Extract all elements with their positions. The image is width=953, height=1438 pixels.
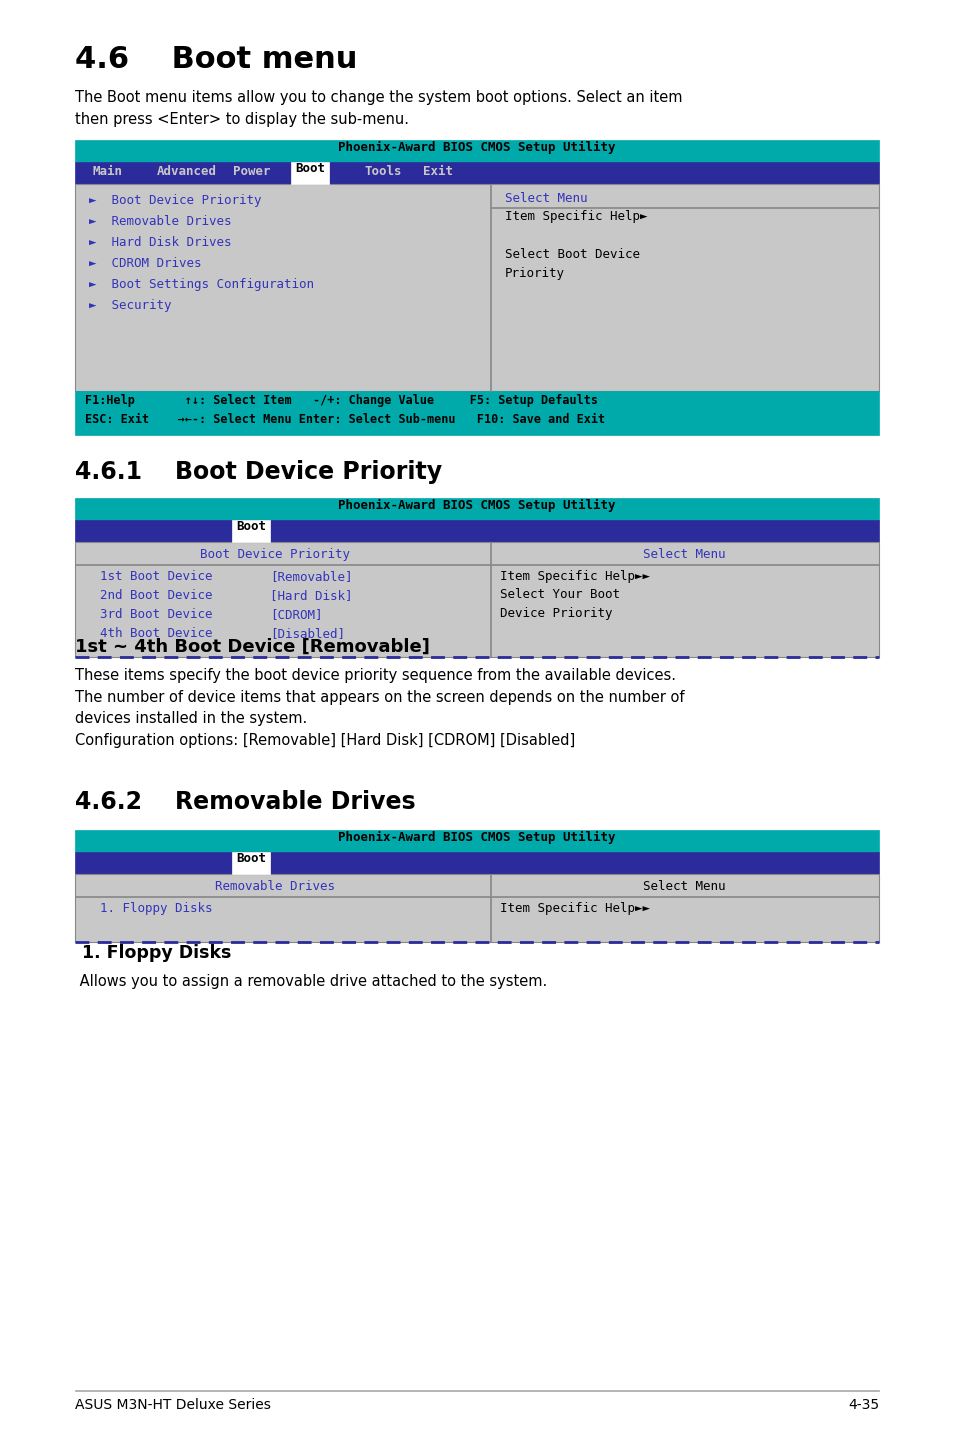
Text: [Removable]: [Removable] [270,569,352,582]
Text: ►  CDROM Drives: ► CDROM Drives [89,257,201,270]
Bar [75,498,878,521]
Bar [75,830,878,851]
Text: [CDROM]: [CDROM] [270,608,322,621]
Text: [Disabled]: [Disabled] [270,627,345,640]
Text: 1st Boot Device: 1st Boot Device [100,569,213,582]
Text: Boot Device Priority: Boot Device Priority [200,548,350,561]
Text: ►  Security: ► Security [89,299,172,312]
Text: Item Specific Help►►: Item Specific Help►► [499,902,649,915]
Text: Select Menu: Select Menu [504,193,587,206]
Text: Phoenix-Award BIOS CMOS Setup Utility: Phoenix-Award BIOS CMOS Setup Utility [338,141,615,154]
Text: Advanced: Advanced [157,165,216,178]
Text: Select Menu: Select Menu [642,548,724,561]
Bar [232,521,270,542]
Text: [Hard Disk]: [Hard Disk] [270,590,352,603]
Text: These items specify the boot device priority sequence from the available devices: These items specify the boot device prio… [75,669,684,748]
Text: Removable Drives: Removable Drives [214,880,335,893]
Bar [75,162,878,184]
Text: 4.6.2    Removable Drives: 4.6.2 Removable Drives [75,789,416,814]
Text: Boot: Boot [235,851,266,866]
Text: Tools: Tools [365,165,402,178]
Text: Phoenix-Award BIOS CMOS Setup Utility: Phoenix-Award BIOS CMOS Setup Utility [338,831,615,844]
Text: ►  Removable Drives: ► Removable Drives [89,216,232,229]
Text: ►  Boot Settings Configuration: ► Boot Settings Configuration [89,278,314,290]
Text: F1:Help       ↑↓: Select Item   -/+: Change Value     F5: Setup Defaults: F1:Help ↑↓: Select Item -/+: Change Valu… [85,394,598,407]
Text: Boot: Boot [294,162,325,175]
Text: Boot: Boot [235,521,266,533]
Bar [75,184,878,391]
Bar [490,184,491,391]
Text: Exit: Exit [422,165,453,178]
Text: Power: Power [233,165,271,178]
Text: 4.6    Boot menu: 4.6 Boot menu [75,45,357,73]
Text: 4.6.1    Boot Device Priority: 4.6.1 Boot Device Priority [75,460,441,485]
Text: 4th Boot Device: 4th Boot Device [100,627,213,640]
Bar [75,542,878,657]
Text: 1. Floppy Disks: 1. Floppy Disks [100,902,213,915]
Text: 1st ~ 4th Boot Device [Removable]: 1st ~ 4th Boot Device [Removable] [75,638,430,656]
Bar [75,139,878,162]
Text: Item Specific Help►

Select Boot Device
Priority: Item Specific Help► Select Boot Device P… [504,210,647,280]
Text: ASUS M3N-HT Deluxe Series: ASUS M3N-HT Deluxe Series [75,1398,271,1412]
Text: ESC: Exit    →←-: Select Menu Enter: Select Sub-menu   F10: Save and Exit: ESC: Exit →←-: Select Menu Enter: Select… [85,413,604,426]
Bar [75,851,878,874]
Bar [75,521,878,542]
Text: ►  Boot Device Priority: ► Boot Device Priority [89,194,261,207]
Text: Allows you to assign a removable drive attached to the system.: Allows you to assign a removable drive a… [75,974,547,989]
Bar [75,391,878,436]
Text: Select Menu: Select Menu [642,880,724,893]
Text: Item Specific Help►►
Select Your Boot
Device Priority: Item Specific Help►► Select Your Boot De… [499,569,649,620]
Text: ►  Hard Disk Drives: ► Hard Disk Drives [89,236,232,249]
Text: 2nd Boot Device: 2nd Boot Device [100,590,213,603]
Bar [75,874,878,942]
Bar [490,874,491,942]
Text: Phoenix-Award BIOS CMOS Setup Utility: Phoenix-Award BIOS CMOS Setup Utility [338,499,615,512]
Text: Main: Main [92,165,123,178]
Bar [232,851,270,874]
Text: 3rd Boot Device: 3rd Boot Device [100,608,213,621]
Bar [490,542,491,657]
Bar [291,162,329,184]
Text: 1. Floppy Disks: 1. Floppy Disks [82,943,232,962]
Text: The Boot menu items allow you to change the system boot options. Select an item
: The Boot menu items allow you to change … [75,91,681,127]
Text: 4-35: 4-35 [847,1398,878,1412]
